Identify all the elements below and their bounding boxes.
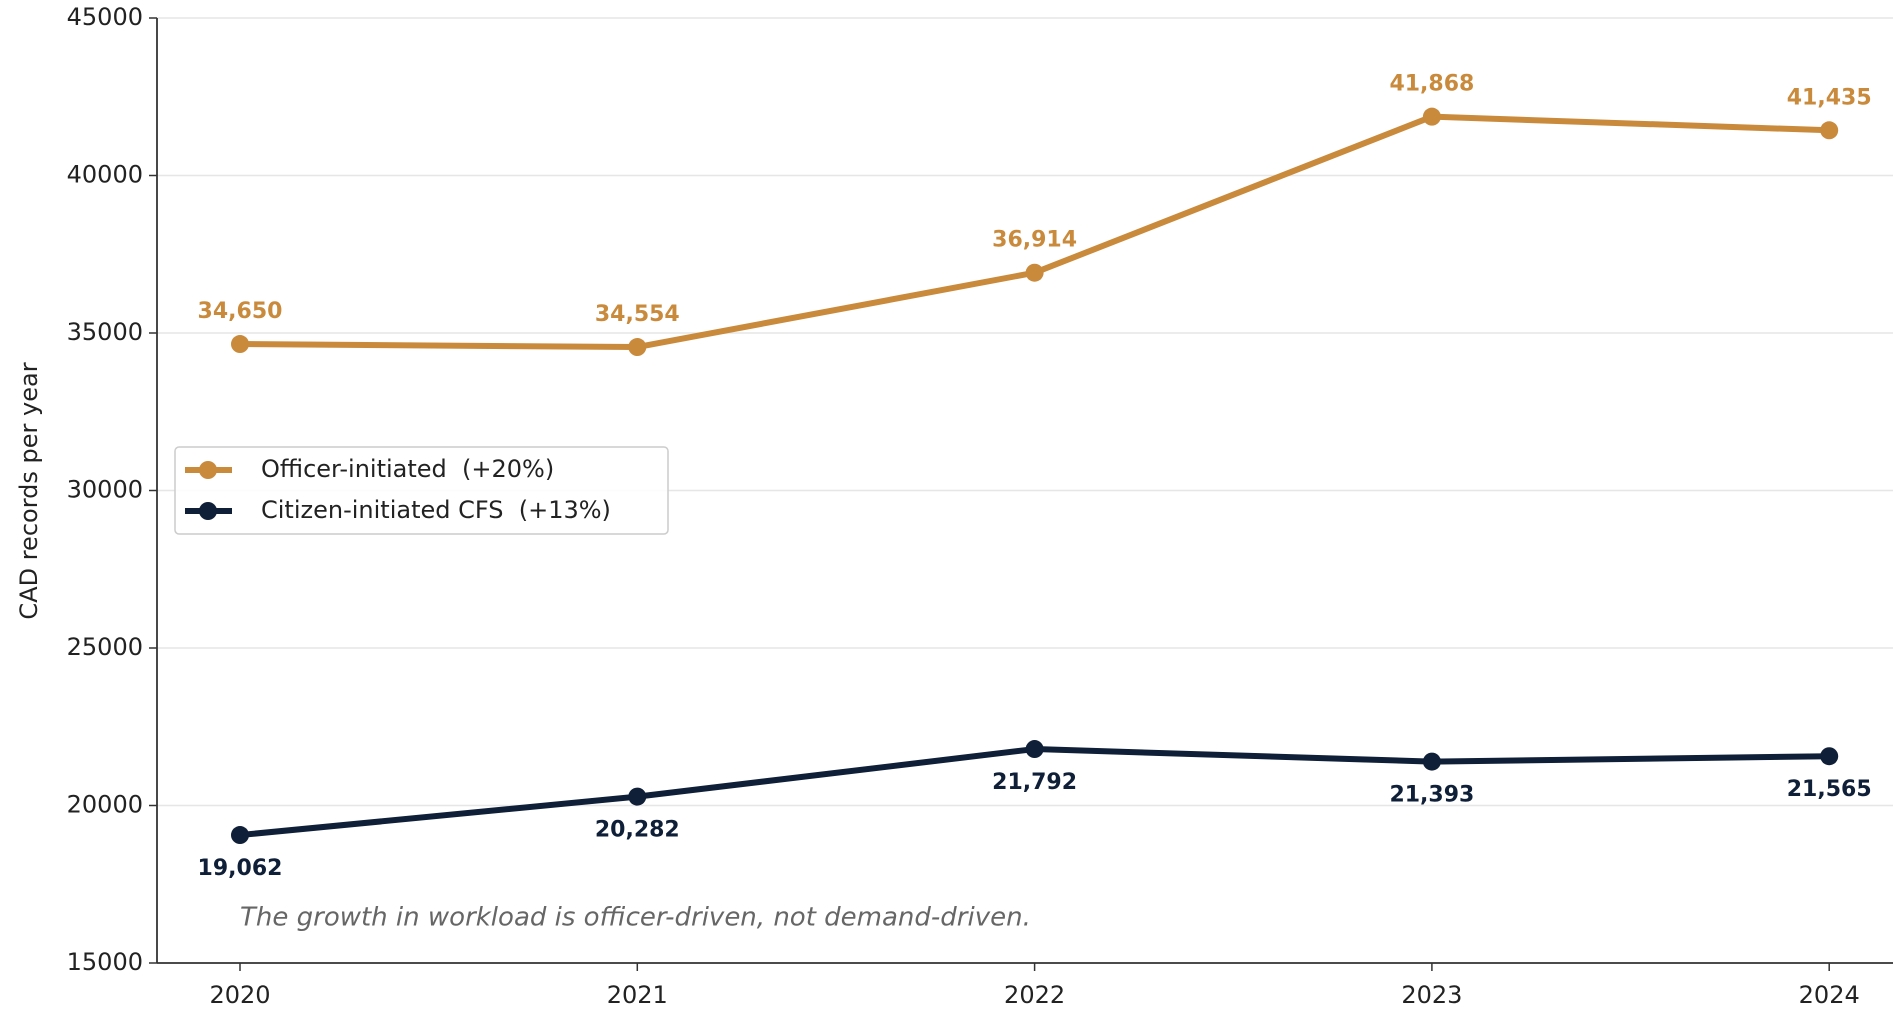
data-label: 19,062 (198, 856, 283, 881)
legend-box (174, 446, 669, 535)
marker (1820, 747, 1839, 766)
marker (1820, 121, 1839, 140)
data-label: 34,554 (595, 302, 680, 327)
marker (628, 787, 647, 806)
data-label: 41,868 (1389, 72, 1474, 97)
data-label: 41,435 (1787, 85, 1872, 110)
legend-label: Officer-initiated (+20%) (261, 455, 554, 483)
legend-marker (199, 502, 217, 520)
marker (1422, 107, 1441, 126)
x-tick-label: 2024 (1799, 981, 1860, 1009)
marker (1025, 263, 1044, 282)
marker (628, 338, 647, 357)
y-axis-label: CAD records per year (15, 362, 43, 619)
x-tick-label: 2023 (1401, 981, 1462, 1009)
data-label: 34,650 (198, 299, 283, 324)
y-tick-label: 35000 (67, 318, 143, 346)
x-tick-label: 2021 (607, 981, 668, 1009)
marker (231, 826, 249, 845)
data-label: 21,565 (1787, 777, 1872, 802)
data-label: 20,282 (595, 818, 680, 843)
marker (1422, 752, 1441, 771)
y-tick-label: 20000 (67, 791, 143, 819)
x-tick-label: 2022 (1004, 981, 1065, 1009)
data-label: 21,393 (1389, 783, 1474, 808)
marker (1025, 740, 1044, 759)
marker (231, 335, 249, 354)
legend-marker (199, 461, 217, 479)
y-tick-label: 25000 (67, 633, 143, 661)
y-tick-label: 15000 (67, 948, 143, 976)
legend-label: Citizen-initiated CFS (+13%) (261, 496, 611, 524)
annotation: The growth in workload is officer-driven… (240, 903, 1031, 933)
y-tick-label: 30000 (67, 476, 143, 504)
y-tick-label: 45000 (67, 3, 143, 31)
data-label: 36,914 (992, 228, 1077, 253)
data-label: 21,792 (992, 770, 1077, 795)
x-tick-label: 2020 (209, 981, 270, 1009)
y-tick-label: 40000 (67, 161, 143, 189)
